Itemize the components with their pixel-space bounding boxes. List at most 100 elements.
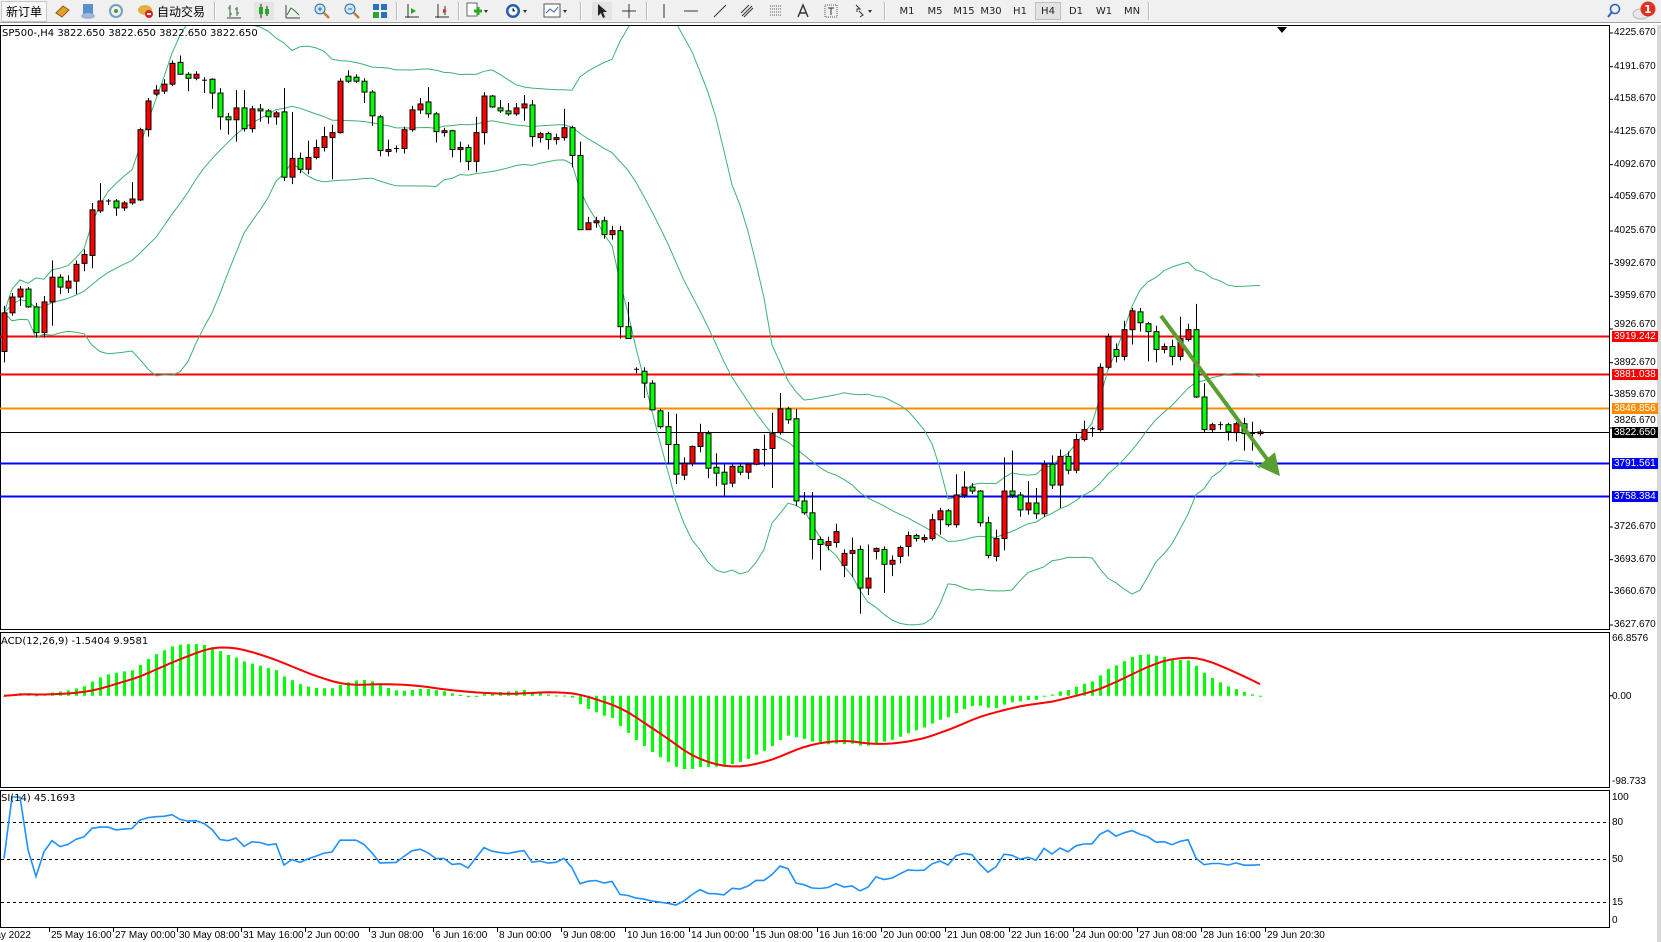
macd-histogram-bar (1131, 656, 1134, 696)
macd-histogram-bar (1211, 678, 1214, 696)
trendline-icon[interactable] (710, 2, 730, 20)
macd-histogram-bar (899, 695, 902, 737)
timeframe-h4-button[interactable]: H4 (1035, 2, 1061, 20)
macd-histogram-bar (1075, 686, 1078, 696)
macd-histogram-bar (411, 690, 414, 696)
candle-up (777, 408, 784, 434)
toolbar: 新订单 自动交易 M1 M5 M15 M30 H1 H4 D1 W1 MN 1 (0, 0, 1661, 23)
equidistant-channel-icon[interactable] (737, 2, 757, 20)
bar-chart-icon[interactable] (224, 2, 244, 20)
signals-icon[interactable] (106, 2, 126, 20)
candle-down (1145, 323, 1152, 333)
macd-histogram-bar (691, 695, 694, 769)
periods-icon[interactable] (504, 2, 530, 20)
line-chart-icon[interactable] (283, 2, 303, 20)
time-axis-label: 24 Jun 00:00 (1075, 930, 1133, 941)
navigator-icon[interactable] (78, 2, 98, 20)
timeframe-m15-button[interactable]: M15 (953, 5, 975, 17)
candle-up (385, 148, 392, 152)
candle-down (449, 130, 456, 150)
timeframe-d1-button[interactable]: D1 (1068, 5, 1084, 17)
macd-histogram-bar (963, 695, 966, 710)
macd-histogram-bar (339, 684, 342, 696)
timeframe-m1-button[interactable]: M1 (899, 5, 915, 17)
macd-histogram-bar (139, 664, 142, 696)
macd-histogram-bar (579, 695, 582, 705)
candle-up (961, 486, 968, 496)
new-order-button[interactable]: 新订单 (1, 1, 47, 22)
price-tick-label: 3892.670 (1614, 357, 1656, 368)
macd-histogram-bar (627, 695, 630, 733)
tile-windows-icon[interactable] (370, 2, 390, 20)
candle-up (1121, 329, 1128, 357)
text-label-icon[interactable] (821, 2, 841, 20)
macd-histogram-bar (667, 695, 670, 762)
candle-down (793, 418, 800, 502)
search-icon[interactable] (1605, 2, 1623, 20)
price-level-tag: 3758.384 (1612, 491, 1658, 502)
macd-histogram-bar (1171, 659, 1174, 696)
trend-arrow-line[interactable] (1159, 314, 1272, 465)
zoom-out-icon[interactable] (342, 2, 362, 20)
macd-histogram-bar (715, 695, 718, 767)
candle-down (185, 73, 192, 79)
candle-down (1049, 463, 1056, 486)
candle-down (657, 410, 664, 428)
candlestick-icon[interactable] (254, 2, 274, 20)
timeframe-h1-button[interactable]: H1 (1013, 5, 1027, 17)
candle-up (17, 288, 24, 298)
crosshair-icon[interactable] (619, 2, 639, 20)
chart-shift-icon[interactable] (402, 2, 422, 20)
indicators-icon[interactable] (464, 2, 490, 20)
price-level-tag: 3791.561 (1612, 458, 1658, 469)
cursor-icon[interactable] (592, 2, 612, 20)
candle-up (905, 535, 912, 547)
auto-trading-icon (137, 5, 153, 18)
candle-down (1033, 502, 1040, 515)
timeframe-mn-button[interactable]: MN (1123, 5, 1141, 17)
arrows-icon[interactable] (850, 2, 876, 20)
candle-up (953, 494, 960, 526)
candle-up (841, 552, 848, 566)
main-pane-frame (0, 25, 1610, 630)
macd-histogram-bar (1219, 682, 1222, 696)
macd-histogram-bar (1099, 675, 1102, 696)
bollinger-middle (3, 105, 1261, 542)
timeframe-w1-button[interactable]: W1 (1095, 5, 1113, 17)
macd-histogram-bar (227, 654, 230, 696)
macd-histogram-bar (923, 695, 926, 728)
macd-histogram-bar (547, 694, 550, 696)
candle-up (1209, 424, 1216, 431)
timeframe-m5-button[interactable]: M5 (927, 5, 943, 17)
macd-histogram-bar (739, 695, 742, 762)
rsi-pane-frame (0, 790, 1610, 928)
vertical-line-icon[interactable] (654, 2, 674, 20)
candle-up (161, 83, 168, 92)
macd-histogram-bar (539, 693, 542, 696)
macd-histogram-bar (179, 644, 182, 696)
time-axis-label: 2 Jun 00:00 (307, 930, 360, 941)
macd-histogram-bar (195, 644, 198, 696)
macd-histogram-bar (371, 681, 374, 696)
candle-down (785, 408, 792, 421)
candle-up (1097, 366, 1104, 431)
templates-icon[interactable] (542, 2, 570, 20)
macd-histogram-bar (1003, 695, 1006, 705)
chart-shift-marker[interactable] (1277, 27, 1287, 33)
zoom-in-icon[interactable] (312, 2, 332, 20)
auto-trading-button[interactable]: 自动交易 (134, 2, 208, 20)
autoscroll-icon[interactable] (432, 2, 452, 20)
candle-down (737, 465, 744, 473)
macd-histogram-bar (403, 690, 406, 696)
notification-icon[interactable]: 1 (1630, 1, 1658, 20)
market-watch-icon[interactable] (52, 2, 72, 20)
horizontal-line-icon[interactable] (681, 2, 701, 20)
price-level-tag: 3919.242 (1612, 331, 1658, 342)
macd-histogram-bar (467, 695, 470, 698)
timeframe-m30-button[interactable]: M30 (980, 5, 1002, 17)
text-icon[interactable] (793, 2, 813, 20)
candle-down (985, 522, 992, 556)
macd-histogram-bar (731, 695, 734, 765)
time-axis-label: 6 Jun 16:00 (435, 930, 488, 941)
